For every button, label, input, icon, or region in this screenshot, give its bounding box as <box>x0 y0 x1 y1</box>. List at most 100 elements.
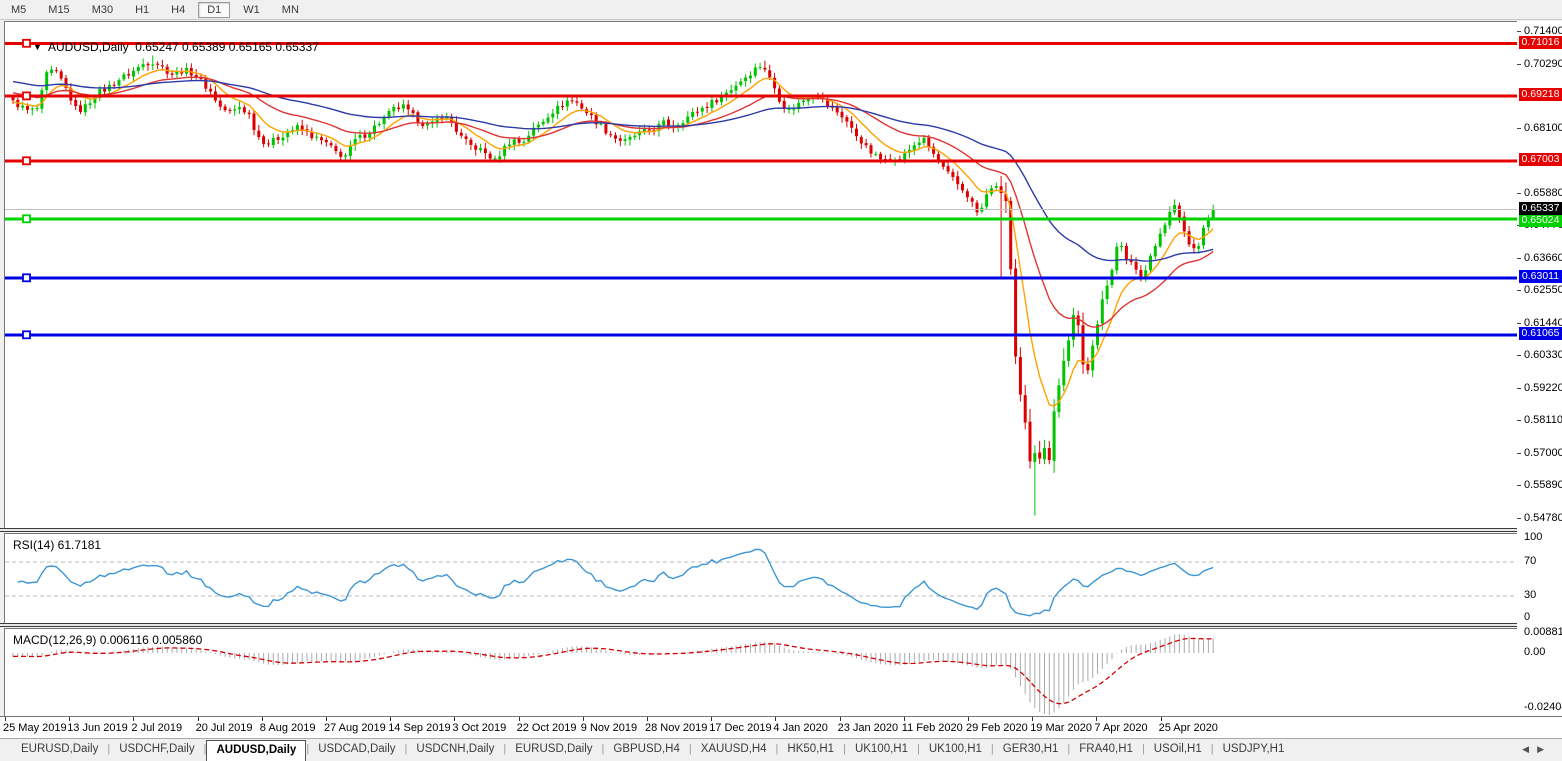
rsi-splitter[interactable] <box>0 528 1562 532</box>
tab-eurusd-daily[interactable]: EURUSD,Daily <box>515 743 593 755</box>
rsi-panel[interactable]: RSI(14) 61.7181 <box>4 533 1518 626</box>
tab-separator: | <box>843 743 846 755</box>
price-tick-label: 0.57000 <box>1524 446 1562 459</box>
price-tick-mark <box>1517 290 1521 292</box>
tab-xauusd-h4[interactable]: XAUUSD,H4 <box>700 743 767 755</box>
date-tick-label: 3 Oct 2019 <box>452 722 507 734</box>
date-tick-label: 14 Sep 2019 <box>388 722 451 734</box>
price-line-tag: 0.65024 <box>1519 214 1562 228</box>
tab-usoil-h1[interactable]: USOil,H1 <box>1153 743 1202 755</box>
rsi-title: RSI(14) 61.7181 <box>13 538 102 552</box>
date-tick-label: 23 Jan 2020 <box>837 722 899 734</box>
tab-hk50-h1[interactable]: HK50,H1 <box>787 743 835 755</box>
tab-fra40-h1[interactable]: FRA40,H1 <box>1079 743 1133 755</box>
tab-usdjpy-h1[interactable]: USDJPY,H1 <box>1222 743 1285 755</box>
tab-usdchf-daily[interactable]: USDCHF,Daily <box>119 743 195 755</box>
date-tick-mark <box>711 717 713 721</box>
tab-separator: | <box>990 743 994 755</box>
macd-splitter[interactable] <box>0 623 1562 627</box>
macd-chart-canvas[interactable] <box>5 629 1517 717</box>
tab-separator: | <box>688 743 692 755</box>
price-tick-mark <box>1517 485 1521 487</box>
price-tick-mark <box>1517 192 1521 194</box>
tab-separator: | <box>203 743 207 755</box>
price-tick-label: 0.70290 <box>1524 57 1562 70</box>
price-tick-label: 0.58110 <box>1524 414 1562 427</box>
date-tick-mark <box>903 717 905 721</box>
price-tick-label: 0.54780 <box>1524 512 1562 524</box>
timeframe-button-M5[interactable]: M5 <box>11 3 27 16</box>
tab-ger30-h1[interactable]: GER30,H1 <box>1002 743 1059 755</box>
chart-ohlc-values: 0.65247 0.65389 0.65165 0.65337 <box>135 40 319 54</box>
price-tick-mark <box>1517 452 1521 454</box>
date-tick-mark <box>390 717 392 721</box>
tab-separator: | <box>306 743 310 755</box>
price-line-tag: 0.65337 <box>1519 202 1562 216</box>
tab-uk100-h1[interactable]: UK100,H1 <box>854 743 908 755</box>
tab-usdcad-daily[interactable]: USDCAD,Daily <box>318 743 396 755</box>
date-tick-label: 9 Nov 2019 <box>580 722 638 734</box>
macd-axis-label: -0.02408 <box>1524 700 1562 713</box>
date-tick-label: 19 Mar 2020 <box>1030 722 1092 734</box>
tab-separator: | <box>107 743 111 755</box>
date-tick-mark <box>261 717 263 721</box>
timeframe-button-H4[interactable]: H4 <box>171 3 186 16</box>
timeframe-button-D1[interactable]: D1 <box>198 1 231 18</box>
date-tick-mark <box>454 717 456 721</box>
tabs-scroll-right-icon[interactable]: ▶ <box>1537 744 1552 754</box>
price-tick-label: 0.71400 <box>1524 25 1562 37</box>
date-tick-mark <box>1160 717 1162 721</box>
tabs-scroll-left-icon[interactable]: ◀ <box>1522 744 1538 754</box>
date-tick-mark <box>1096 717 1098 721</box>
date-tick-label: 8 Aug 2019 <box>259 722 316 734</box>
price-line-tag: 0.61065 <box>1519 327 1562 341</box>
main-chart-panel[interactable]: ▼ AUDUSD,Daily 0.65247 0.65389 0.65165 0.… <box>4 21 1518 531</box>
price-axis[interactable]: 0.714000.702900.681000.658800.647700.636… <box>1517 21 1562 716</box>
date-tick-label: 11 Feb 2020 <box>901 722 963 734</box>
chart-dropdown-icon[interactable]: ▼ <box>33 42 42 52</box>
tab-audusd-daily[interactable]: AUDUSD,Daily <box>206 740 307 761</box>
macd-axis-label: 0.008815 <box>1524 626 1562 638</box>
price-tick-label: 0.59220 <box>1524 381 1562 394</box>
timeframe-button-M30[interactable]: M30 <box>91 3 114 16</box>
date-tick-mark <box>326 717 327 721</box>
date-tick-mark <box>518 717 520 721</box>
macd-title: MACD(12,26,9) 0.006116 0.005860 <box>13 633 203 647</box>
tab-eurusd-daily[interactable]: EURUSD,Daily <box>21 743 99 755</box>
timeframe-button-W1[interactable]: W1 <box>243 3 260 16</box>
date-tick-mark <box>5 717 6 721</box>
price-tick-label: 0.55890 <box>1524 479 1562 492</box>
tab-usdcnh-daily[interactable]: USDCNH,Daily <box>416 743 495 755</box>
timeframe-button-H1[interactable]: H1 <box>135 3 150 16</box>
tab-separator: | <box>1141 743 1145 755</box>
price-tick-mark <box>1517 257 1521 259</box>
date-tick-label: 7 Apr 2020 <box>1094 722 1148 734</box>
timeframe-button-M15[interactable]: M15 <box>48 3 70 16</box>
tab-separator: | <box>775 743 779 755</box>
tab-uk100-h1[interactable]: UK100,H1 <box>928 743 982 755</box>
date-tick-label: 17 Dec 2019 <box>709 722 772 734</box>
date-axis[interactable]: 25 May 2019 13 Jun 2019 2 Jul 2019 20 Jul 2… <box>0 716 1562 738</box>
candlestick-chart-canvas[interactable] <box>5 22 1517 530</box>
timeframe-toolbar: M5 M15 M30 H1 H4 D1 W1 MN <box>0 0 1562 20</box>
rsi-chart-canvas[interactable] <box>5 534 1517 625</box>
timeframe-button-MN[interactable]: MN <box>281 3 299 16</box>
macd-panel[interactable]: MACD(12,26,9) 0.006116 0.005860 <box>4 628 1518 718</box>
tab-separator: | <box>1067 743 1071 755</box>
tab-gbpusd-h4[interactable]: GBPUSD,H4 <box>613 743 680 755</box>
tab-separator: | <box>404 743 408 755</box>
date-tick-label: 13 Jun 2019 <box>67 722 128 734</box>
rsi-axis-label: 70 <box>1524 555 1537 567</box>
price-tick-mark <box>1517 518 1521 519</box>
price-tick-mark <box>1517 387 1521 389</box>
price-tick-mark <box>1517 322 1521 324</box>
price-tick-label: 0.60330 <box>1524 349 1562 362</box>
price-line-tag: 0.69218 <box>1519 88 1562 102</box>
date-tick-label: 22 Oct 2019 <box>516 722 577 734</box>
date-tick-label: 28 Nov 2019 <box>645 722 708 734</box>
tab-separator: | <box>917 743 920 755</box>
price-tick-label: 0.65880 <box>1524 186 1562 199</box>
date-tick-mark <box>1032 717 1034 721</box>
tab-separator: | <box>503 743 507 755</box>
